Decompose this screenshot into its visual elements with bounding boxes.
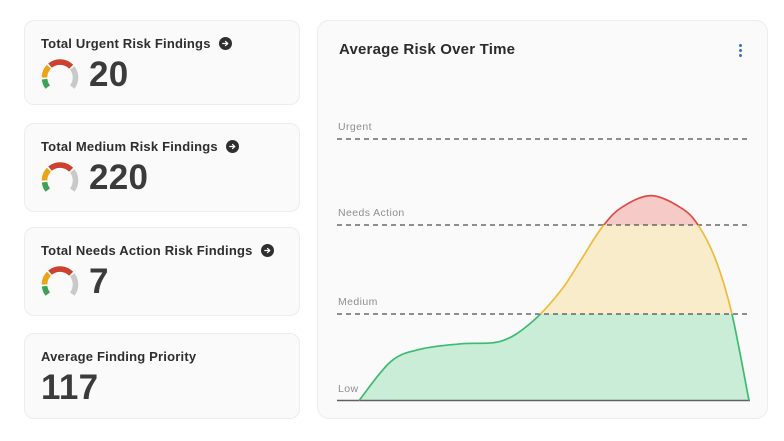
card-title: Total Urgent Risk Findings [41,36,211,51]
card-value-row: 117 [41,370,283,405]
gauge-icon [41,162,79,192]
open-details-arrow-icon[interactable] [225,140,239,153]
metric-card-needs-action: Total Needs Action Risk Findings 7 [24,227,300,316]
card-title: Total Medium Risk Findings [41,139,218,154]
chart-title: Average Risk Over Time [339,41,516,58]
area-fill-red [603,195,699,225]
area-fill-amber [540,225,732,314]
card-header: Average Finding Priority [41,349,283,364]
kebab-menu-icon[interactable] [735,41,746,60]
open-details-arrow-icon[interactable] [260,244,274,257]
metric-value: 7 [89,262,109,301]
card-title: Total Needs Action Risk Findings [41,243,253,258]
metric-card-average-priority: Average Finding Priority 117 [24,333,300,419]
card-value-row: 220 [41,160,283,195]
card-value-row: 7 [41,264,283,299]
threshold-label-low: Low [338,383,358,395]
metric-card-medium: Total Medium Risk Findings 220 [24,123,300,212]
card-title: Average Finding Priority [41,349,197,364]
area-fill-green [359,314,749,401]
metric-value: 20 [89,55,129,94]
chart-card: Average Risk Over Time Urgent Needs Acti… [317,20,768,419]
metric-card-urgent: Total Urgent Risk Findings 20 [24,20,300,105]
metric-value: 117 [41,368,99,407]
threshold-label-medium: Medium [338,296,378,308]
curve-stroke-green [358,314,750,402]
card-value-row: 20 [41,57,283,92]
open-details-arrow-icon[interactable] [218,37,232,50]
gauge-icon [41,59,79,89]
card-header: Total Urgent Risk Findings [41,36,283,51]
curve-stroke-amber [539,225,733,314]
card-header: Total Medium Risk Findings [41,139,283,154]
gauge-icon [41,266,79,296]
chart-header: Average Risk Over Time [318,21,767,60]
threshold-label-urgent: Urgent [338,121,372,133]
metric-value: 220 [89,158,149,197]
risk-area-chart: Urgent Needs Action Medium Low [337,121,751,402]
threshold-label-needs-action: Needs Action [338,207,405,219]
card-header: Total Needs Action Risk Findings [41,243,283,258]
